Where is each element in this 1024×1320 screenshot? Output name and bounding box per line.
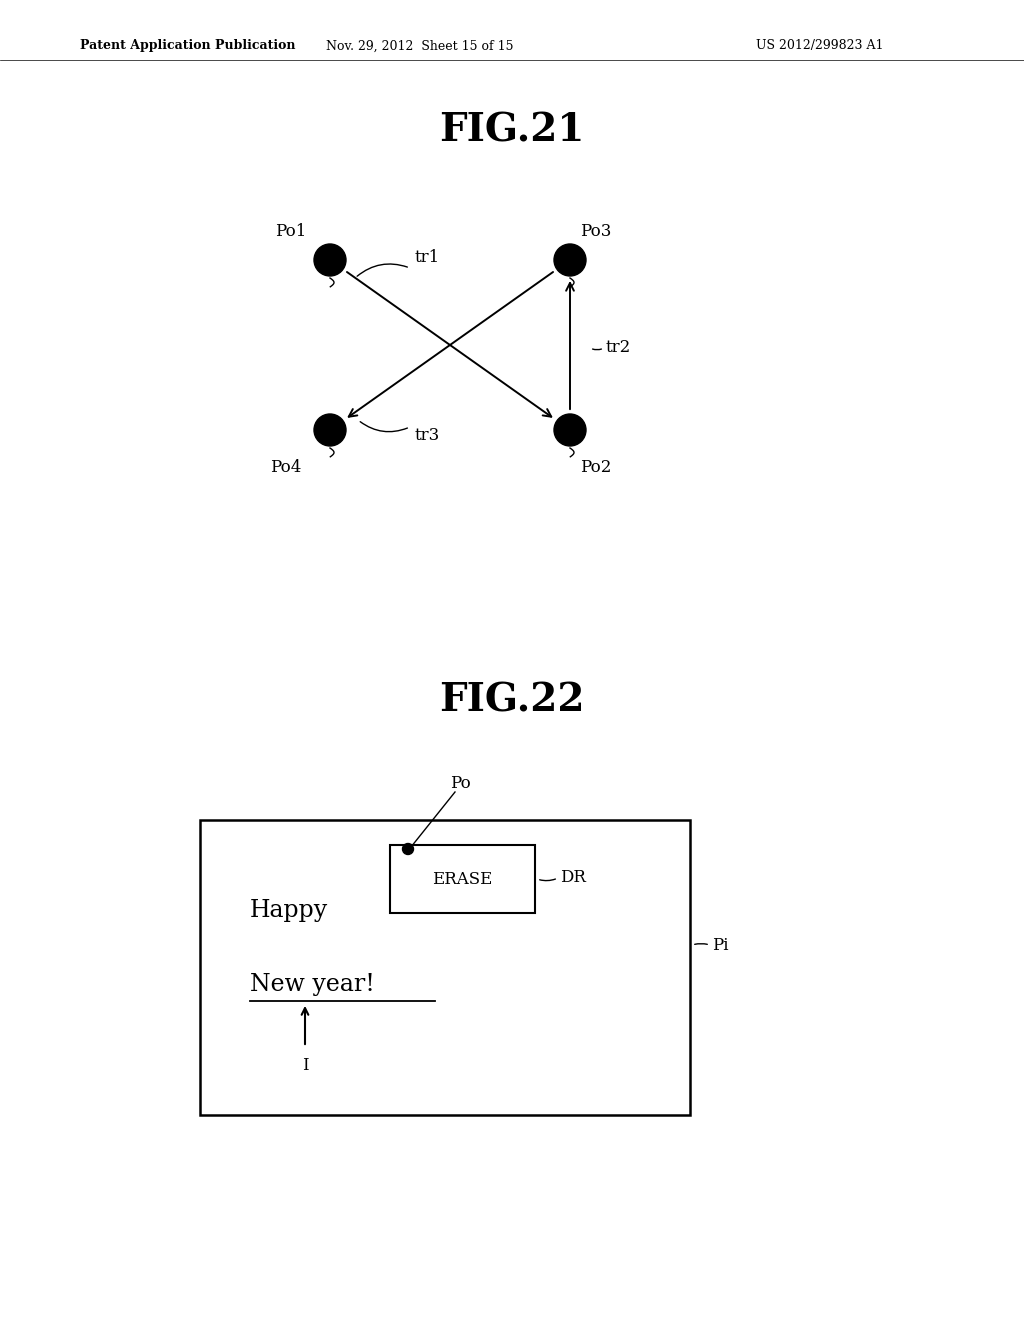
Text: DR: DR <box>560 870 586 887</box>
Text: Patent Application Publication: Patent Application Publication <box>80 40 296 53</box>
Circle shape <box>402 843 414 854</box>
Text: Po1: Po1 <box>275 223 306 240</box>
Text: Nov. 29, 2012  Sheet 15 of 15: Nov. 29, 2012 Sheet 15 of 15 <box>327 40 514 53</box>
Text: ERASE: ERASE <box>432 870 493 887</box>
Text: tr2: tr2 <box>606 339 631 356</box>
Text: I: I <box>302 1056 308 1073</box>
Text: US 2012/299823 A1: US 2012/299823 A1 <box>757 40 884 53</box>
Text: tr1: tr1 <box>415 249 440 267</box>
Text: Po3: Po3 <box>580 223 611 240</box>
Circle shape <box>554 244 586 276</box>
Text: tr3: tr3 <box>415 426 440 444</box>
Circle shape <box>314 414 346 446</box>
Bar <box>390 845 535 913</box>
Text: Po: Po <box>450 776 470 792</box>
Text: Pi: Pi <box>712 936 728 953</box>
Text: New year!: New year! <box>250 974 375 997</box>
Circle shape <box>314 244 346 276</box>
Text: Happy: Happy <box>250 899 329 921</box>
Text: FIG.22: FIG.22 <box>439 681 585 719</box>
Circle shape <box>554 414 586 446</box>
Text: Po4: Po4 <box>270 459 301 477</box>
Bar <box>200 820 690 1115</box>
Text: FIG.21: FIG.21 <box>439 111 585 149</box>
Text: Po2: Po2 <box>580 459 611 477</box>
